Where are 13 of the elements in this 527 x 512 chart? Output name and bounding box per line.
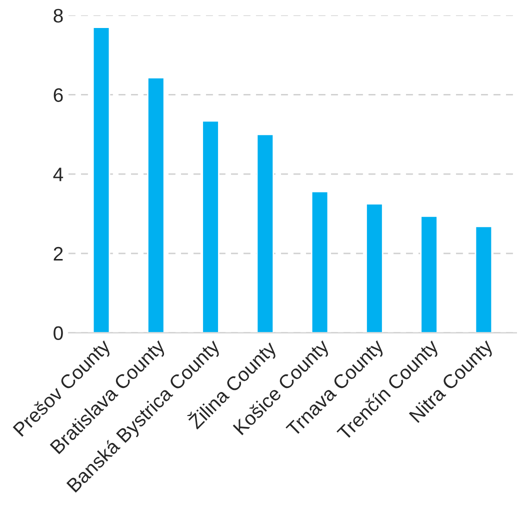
bar xyxy=(420,215,438,333)
bar xyxy=(256,134,274,333)
bar xyxy=(310,190,329,333)
y-tick-label: 4 xyxy=(53,168,64,182)
y-tick-label: 2 xyxy=(54,246,63,260)
y-tick-label: 6 xyxy=(54,88,63,102)
y-tick-label: 0 xyxy=(54,326,63,340)
bar xyxy=(92,26,110,333)
bar xyxy=(202,120,220,333)
bar xyxy=(366,203,384,333)
bar xyxy=(147,76,165,333)
y-tick-label: 8 xyxy=(54,8,63,23)
bar xyxy=(474,226,493,333)
